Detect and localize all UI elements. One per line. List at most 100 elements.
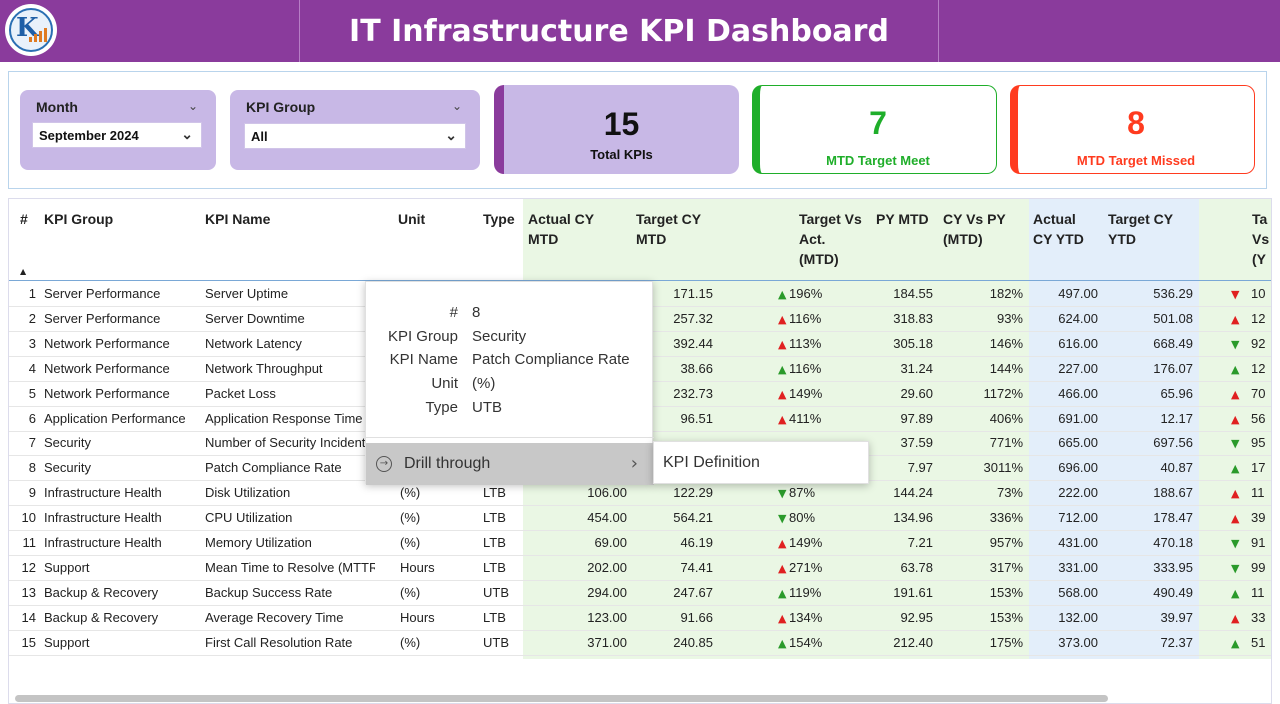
tva-mtd-arrow-icon: ▲ xyxy=(778,387,787,401)
tva-mtd-arrow-icon: ▲ xyxy=(778,362,787,376)
header-kpi-group[interactable]: KPI Group xyxy=(44,211,114,227)
kpi-definition-menu-item[interactable]: KPI Definition xyxy=(663,454,760,471)
cell-ytd: 11 xyxy=(1251,485,1265,501)
cell-py: 29.60 xyxy=(900,385,933,401)
cell-ytd: 56 xyxy=(1251,410,1266,426)
dropdown-arrow-icon[interactable]: ⌄ xyxy=(181,126,193,142)
cell-py: 37.59 xyxy=(900,435,933,451)
cell-py: 7.97 xyxy=(907,460,933,476)
tooltip-field-value: (%) xyxy=(472,375,496,393)
header-num[interactable]: # xyxy=(20,211,28,227)
cell-actual: 294.00 xyxy=(587,584,627,600)
dropdown-arrow-icon[interactable]: ⌄ xyxy=(445,127,457,143)
table-row[interactable]: 15 Support First Call Resolution Rate (%) UT… xyxy=(9,631,1271,656)
cell-group: Security xyxy=(44,460,91,476)
header-cy-vs-py-mtd[interactable]: CY Vs PY (MTD) xyxy=(943,209,1006,249)
tva-ytd-arrow-icon: ▲ xyxy=(1231,387,1240,401)
cell-n: 1 xyxy=(28,286,36,301)
cell-actual_ytd: 331.00 xyxy=(1058,559,1098,575)
chevron-down-icon[interactable]: ⌄ xyxy=(452,99,463,113)
cell-type: LTB xyxy=(483,485,506,501)
cell-tva: 411% xyxy=(789,410,822,426)
cell-name: Number of Security Incidents xyxy=(205,435,372,451)
table-row[interactable]: 12 Support Mean Time to Resolve (MTTR) Hour… xyxy=(9,556,1271,581)
tooltip-field-key: Unit xyxy=(431,375,458,393)
cell-target_ytd: 501.08 xyxy=(1153,310,1193,326)
cell-target: 171.15 xyxy=(673,286,713,301)
cell-group: Infrastructure Health xyxy=(44,485,162,501)
table-row[interactable]: 9 Infrastructure Health Disk Utilization (%… xyxy=(9,481,1271,507)
tva-ytd-arrow-icon: ▼ xyxy=(1231,337,1240,351)
tooltip-divider xyxy=(366,437,654,438)
header-line: Vs xyxy=(1252,231,1270,247)
tva-mtd-arrow-icon: ▲ xyxy=(778,561,787,575)
cell-ytd: 95 xyxy=(1251,435,1266,451)
cell-cyvpy: 406% xyxy=(989,410,1023,426)
sort-ascending-icon[interactable]: ▲ xyxy=(20,267,27,276)
cell-n: 10 xyxy=(21,510,36,526)
tva-ytd-arrow-icon: ▲ xyxy=(1231,487,1240,501)
cell-group: Server Performance xyxy=(44,310,161,326)
tva-ytd-arrow-icon: ▲ xyxy=(1231,636,1240,650)
cell-actual: 106.00 xyxy=(587,485,627,501)
header-line: MTD xyxy=(528,231,559,247)
cell-n: 3 xyxy=(28,335,36,351)
header-kpi-name[interactable]: KPI Name xyxy=(205,211,271,227)
header-type[interactable]: Type xyxy=(483,211,515,227)
header-target-vs-act-mtd[interactable]: Target Vs Act. (MTD) xyxy=(799,209,862,269)
title-box: IT Infrastructure KPI Dashboard xyxy=(299,0,939,62)
cell-tva: 116% xyxy=(789,360,822,376)
table-row[interactable]: 10 Infrastructure Health CPU Utilization (%… xyxy=(9,506,1271,532)
kpi-group-dropdown[interactable]: All ⌄ xyxy=(244,123,466,149)
mtd-target-meet-card: 7 MTD Target Meet xyxy=(752,85,997,174)
cell-cyvpy: 957% xyxy=(989,535,1023,550)
header-unit[interactable]: Unit xyxy=(398,211,426,227)
header-actual-cy-ytd[interactable]: Actual CY YTD xyxy=(1033,209,1084,249)
horizontal-scrollbar[interactable] xyxy=(15,695,1108,702)
cell-cyvpy: 3011% xyxy=(983,460,1023,476)
tva-ytd-arrow-icon: ▲ xyxy=(1231,462,1240,476)
header-actual-cy-mtd[interactable]: Actual CY MTD xyxy=(528,209,594,249)
cell-n: 13 xyxy=(21,584,36,600)
kpi-group-slicer: KPI Group ⌄ All ⌄ xyxy=(230,90,480,170)
table-row[interactable]: 14 Backup & Recovery Average Recovery Time… xyxy=(9,606,1271,631)
table-row[interactable]: 11 Infrastructure Health Memory Utilizatio… xyxy=(9,531,1271,556)
header-py-mtd[interactable]: PY MTD xyxy=(876,211,929,227)
header-target-cy-mtd[interactable]: Target CY MTD xyxy=(636,209,701,249)
cell-group: Server Performance xyxy=(44,286,161,301)
cell-target_ytd: 39.97 xyxy=(1160,609,1193,625)
cell-ytd: 51 xyxy=(1251,634,1266,650)
cell-target_ytd: 333.95 xyxy=(1153,559,1193,575)
cell-py: 63.78 xyxy=(900,559,933,575)
cell-name: Memory Utilization xyxy=(205,535,312,550)
cell-tva: 80% xyxy=(789,510,816,526)
chevron-down-icon[interactable]: ⌄ xyxy=(188,99,199,113)
cell-target: 96.51 xyxy=(680,410,713,426)
cell-target_ytd: 12.17 xyxy=(1160,410,1193,426)
header-line: CY Vs PY xyxy=(943,211,1006,227)
cell-cyvpy: 771% xyxy=(989,435,1023,451)
header-target-cy-ytd[interactable]: Target CY YTD xyxy=(1108,209,1173,249)
tooltip-field: #8 xyxy=(366,304,654,328)
table-row[interactable]: 8 Security Patch Compliance Rate 7.97 3011% 6… xyxy=(9,456,1271,482)
cell-target: 122.29 xyxy=(673,485,713,501)
cell-cyvpy: 153% xyxy=(989,609,1023,625)
cell-tva: 271% xyxy=(789,559,823,575)
header-line: MTD xyxy=(636,231,667,247)
table-row[interactable]: 13 Backup & Recovery Backup Success Rate (%… xyxy=(9,581,1271,606)
drill-through-menu-item[interactable]: → Drill through › xyxy=(366,443,654,485)
cell-actual_ytd: 222.00 xyxy=(1058,485,1098,501)
header-target-vs-act-ytd[interactable]: Ta Vs (Y xyxy=(1252,209,1269,269)
cell-name: Server Uptime xyxy=(205,286,289,301)
ytd-tva-band xyxy=(1199,199,1271,659)
cell-actual: 202.00 xyxy=(587,559,627,575)
cell-unit: Hours xyxy=(400,609,435,625)
tva-ytd-arrow-icon: ▲ xyxy=(1231,586,1240,600)
cell-target: 46.19 xyxy=(680,535,713,550)
tooltip-field: Unit (%) xyxy=(366,375,654,399)
cell-name: Average Recovery Time xyxy=(205,609,344,625)
header-bar: K IT Infrastructure KPI Dashboard xyxy=(0,0,1280,62)
month-dropdown[interactable]: September 2024 ⌄ xyxy=(32,122,202,148)
cell-type: LTB xyxy=(483,609,506,625)
cell-cyvpy: 1172% xyxy=(983,385,1023,401)
